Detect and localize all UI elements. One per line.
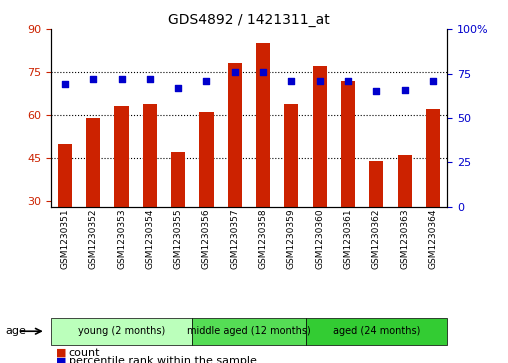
Bar <box>341 81 355 207</box>
Text: young (2 months): young (2 months) <box>78 326 165 336</box>
Bar <box>256 44 270 207</box>
Text: count: count <box>69 348 100 358</box>
Point <box>61 81 69 87</box>
Text: ■: ■ <box>56 348 67 358</box>
Text: middle aged (12 months): middle aged (12 months) <box>187 326 311 336</box>
Bar <box>426 109 440 207</box>
Bar <box>228 64 242 207</box>
Bar <box>284 103 299 207</box>
Bar <box>143 103 157 207</box>
Bar <box>369 161 384 207</box>
Point <box>117 76 125 82</box>
Bar <box>114 106 129 207</box>
Title: GDS4892 / 1421311_at: GDS4892 / 1421311_at <box>168 13 330 26</box>
Point <box>429 78 437 83</box>
Text: percentile rank within the sample: percentile rank within the sample <box>69 356 257 363</box>
Text: aged (24 months): aged (24 months) <box>333 326 420 336</box>
Bar <box>397 155 411 207</box>
Point <box>146 76 154 82</box>
Bar <box>58 144 72 207</box>
Bar <box>86 118 101 207</box>
Point <box>344 78 352 83</box>
Point <box>202 78 210 83</box>
Point <box>288 78 296 83</box>
Point <box>231 69 239 75</box>
Point <box>89 76 98 82</box>
Point <box>315 78 324 83</box>
Text: age: age <box>5 326 26 336</box>
Bar <box>171 152 185 207</box>
Point <box>372 88 380 94</box>
Point <box>259 69 267 75</box>
Bar <box>199 112 213 207</box>
Bar <box>312 66 327 207</box>
Point <box>174 85 182 91</box>
Point <box>400 87 408 93</box>
Text: ■: ■ <box>56 356 67 363</box>
